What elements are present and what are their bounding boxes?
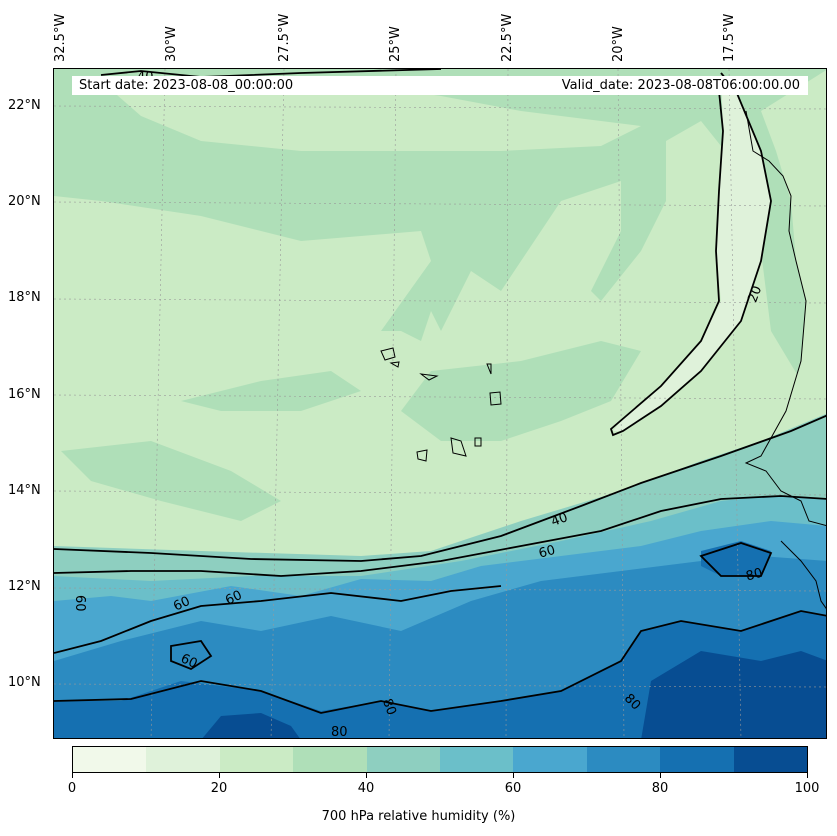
valid-date-text: Valid_date: 2023-08-08T06:00:00.00 <box>561 78 800 93</box>
lon-label-25w: 25°W <box>388 26 403 62</box>
date-banner: Start date: 2023-08-08_00:00:00 Valid_da… <box>72 76 808 95</box>
contour-label-group: 20 40 60 60 60 60 60 80 80 80 80 40 <box>72 70 765 739</box>
moist-streak-west <box>181 371 361 411</box>
colorbar-segment-4 <box>366 747 441 772</box>
contour-label-60-center: 60 <box>171 594 192 615</box>
band-90-100-east <box>641 651 826 738</box>
contour-20 <box>609 72 772 437</box>
colorbar-ticklabel-60: 60 <box>504 781 522 796</box>
contour-label-60-mid: 60 <box>223 588 244 609</box>
colorbar-ticklabel-20: 20 <box>210 781 228 796</box>
colorbar-segment-8 <box>660 747 734 772</box>
humidity-map[interactable]: 20 40 60 60 60 60 60 80 80 80 80 40 <box>53 68 827 739</box>
colorbar-segment-7 <box>586 747 661 772</box>
lat-label-14n: 14°N <box>8 483 41 498</box>
colorbar-label: 700 hPa relative humidity (%) <box>321 809 516 824</box>
lon-label-30w: 30°W <box>164 26 179 62</box>
contour-label-60-east: 60 <box>537 543 557 562</box>
humidity-map-svg: 20 40 60 60 60 60 60 80 80 80 80 40 <box>54 69 826 739</box>
lon-label-22-5w: 22.5°W <box>500 13 515 62</box>
colorbar-segment-0 <box>73 747 147 772</box>
contour-label-40-east: 40 <box>549 510 570 530</box>
contour-label-60-loop: 60 <box>178 651 199 672</box>
gridlines <box>54 69 826 738</box>
lat-label-22n: 22°N <box>8 98 41 113</box>
lon-label-17-5w: 17.5°W <box>722 13 737 62</box>
cape-verde-islands <box>380 347 502 462</box>
colorbar-ticklabel-80: 80 <box>651 781 669 796</box>
lat-label-20n: 20°N <box>8 194 41 209</box>
contour-60-loop <box>170 640 213 671</box>
lon-label-32-5w: 32.5°W <box>53 13 68 62</box>
contour-60 <box>54 495 826 577</box>
lon-label-20w: 20°W <box>611 26 626 62</box>
colorbar-segment-5 <box>440 747 514 772</box>
colorbar-tick-0 <box>72 773 73 778</box>
dry-tongue-fill <box>613 76 771 431</box>
band-90-100 <box>202 713 300 738</box>
moist-band-north <box>54 69 826 400</box>
contour-label-20: 20 <box>745 284 765 305</box>
contour-label-60-west: 60 <box>72 595 87 612</box>
lat-label-16n: 16°N <box>8 387 41 402</box>
contour-label-80-south: 80 <box>331 725 348 739</box>
lat-label-18n: 18°N <box>8 290 41 305</box>
lon-label-27-5w: 27.5°W <box>277 13 292 62</box>
colorbar-tick-80 <box>660 773 661 778</box>
colorbar-segment-3 <box>293 747 367 772</box>
colorbar-ticklabel-0: 0 <box>67 781 77 796</box>
contour-40 <box>54 414 826 562</box>
lat-label-12n: 12°N <box>8 579 41 594</box>
coastline <box>744 110 826 610</box>
contours <box>54 69 826 714</box>
colorbar-segment-1 <box>146 747 220 772</box>
moist-streak-southwest <box>61 441 281 521</box>
colorbar-segment-6 <box>513 747 587 772</box>
colorbar-segment-2 <box>219 747 294 772</box>
colorbar <box>72 746 808 773</box>
contour-label-80-center: 80 <box>379 697 399 718</box>
contour-60-west <box>54 585 502 654</box>
colorbar-tick-40 <box>366 773 367 778</box>
colorbar-tick-60 <box>513 773 514 778</box>
colorbar-ticklabel-100: 100 <box>794 781 820 796</box>
moist-patch-cape-verde <box>401 341 641 441</box>
colorbar-tick-100 <box>807 773 808 778</box>
contour-label-80-east: 80 <box>744 566 764 585</box>
band-80-90 <box>54 611 826 738</box>
africa-land <box>761 70 826 520</box>
contour-80 <box>54 610 826 714</box>
colorbar-ticklabel-40: 40 <box>357 781 375 796</box>
start-date-text: Start date: 2023-08-08_00:00:00 <box>79 78 294 93</box>
colorbar-segment-9 <box>733 747 808 772</box>
colorbar-tick-20 <box>219 773 220 778</box>
lat-label-10n: 10°N <box>8 675 41 690</box>
contour-80-east <box>699 542 773 577</box>
